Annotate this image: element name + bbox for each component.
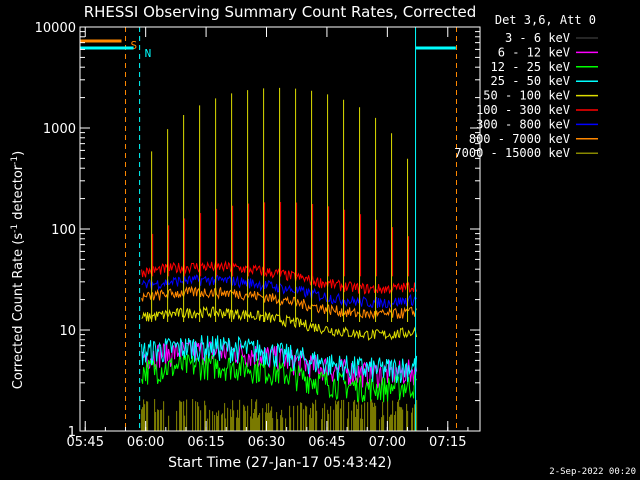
y-tick-label: 10 [59,324,76,339]
y-tick-label: 1000 [43,122,76,137]
series-12-25-keV [141,353,418,403]
legend-label: 100 - 300 keV [476,103,570,117]
chart-title: RHESSI Observing Summary Count Rates, Co… [84,3,477,21]
marker-layer: SN [80,27,458,431]
x-tick-label: 06:45 [308,435,345,450]
y-tick-label: 10000 [35,21,76,36]
legend-label: 50 - 100 keV [483,89,570,103]
x-tick-label: 05:45 [67,435,104,450]
y-tick-label: 100 [51,223,76,238]
footer-date: 2-Sep-2022 00:20 [549,467,636,477]
legend-label: 6 - 12 keV [498,45,570,59]
legend-label: 300 - 800 keV [476,117,570,131]
marker-label: S [131,39,138,52]
x-axis-label: Start Time (27-Jan-17 05:43:42) [168,455,392,471]
legend-label: 3 - 6 keV [505,31,570,45]
series-25-50-keV [141,335,418,384]
x-tick-label: 07:00 [369,435,406,450]
series-line [141,335,418,384]
axes-layer: 1 10 100 1000 10000 05:45 06:00 06:15 06:30 06:45… [35,21,481,450]
legend-label: 25 - 50 keV [491,74,570,88]
series-7000-15000-keV [141,399,418,431]
series-layer [141,87,418,431]
spike-group [151,87,410,323]
x-tick-label: 06:15 [187,435,224,450]
x-tick-label: 06:30 [248,435,285,450]
legend-label: 12 - 25 keV [491,60,570,74]
legend-label: 7000 - 15000 keV [454,146,570,160]
x-tick-label: 06:00 [127,435,164,450]
legend-title: Det 3,6, Att 0 [495,13,596,27]
series-line [141,353,418,403]
legend-label: 800 - 7000 keV [469,132,570,146]
y-axis-label: Corrected Count Rate (s-1 detector-1) [10,151,26,389]
x-tick-label: 07:15 [429,435,466,450]
y-tick-label: 1 [68,425,76,440]
marker-label: N [145,47,152,60]
